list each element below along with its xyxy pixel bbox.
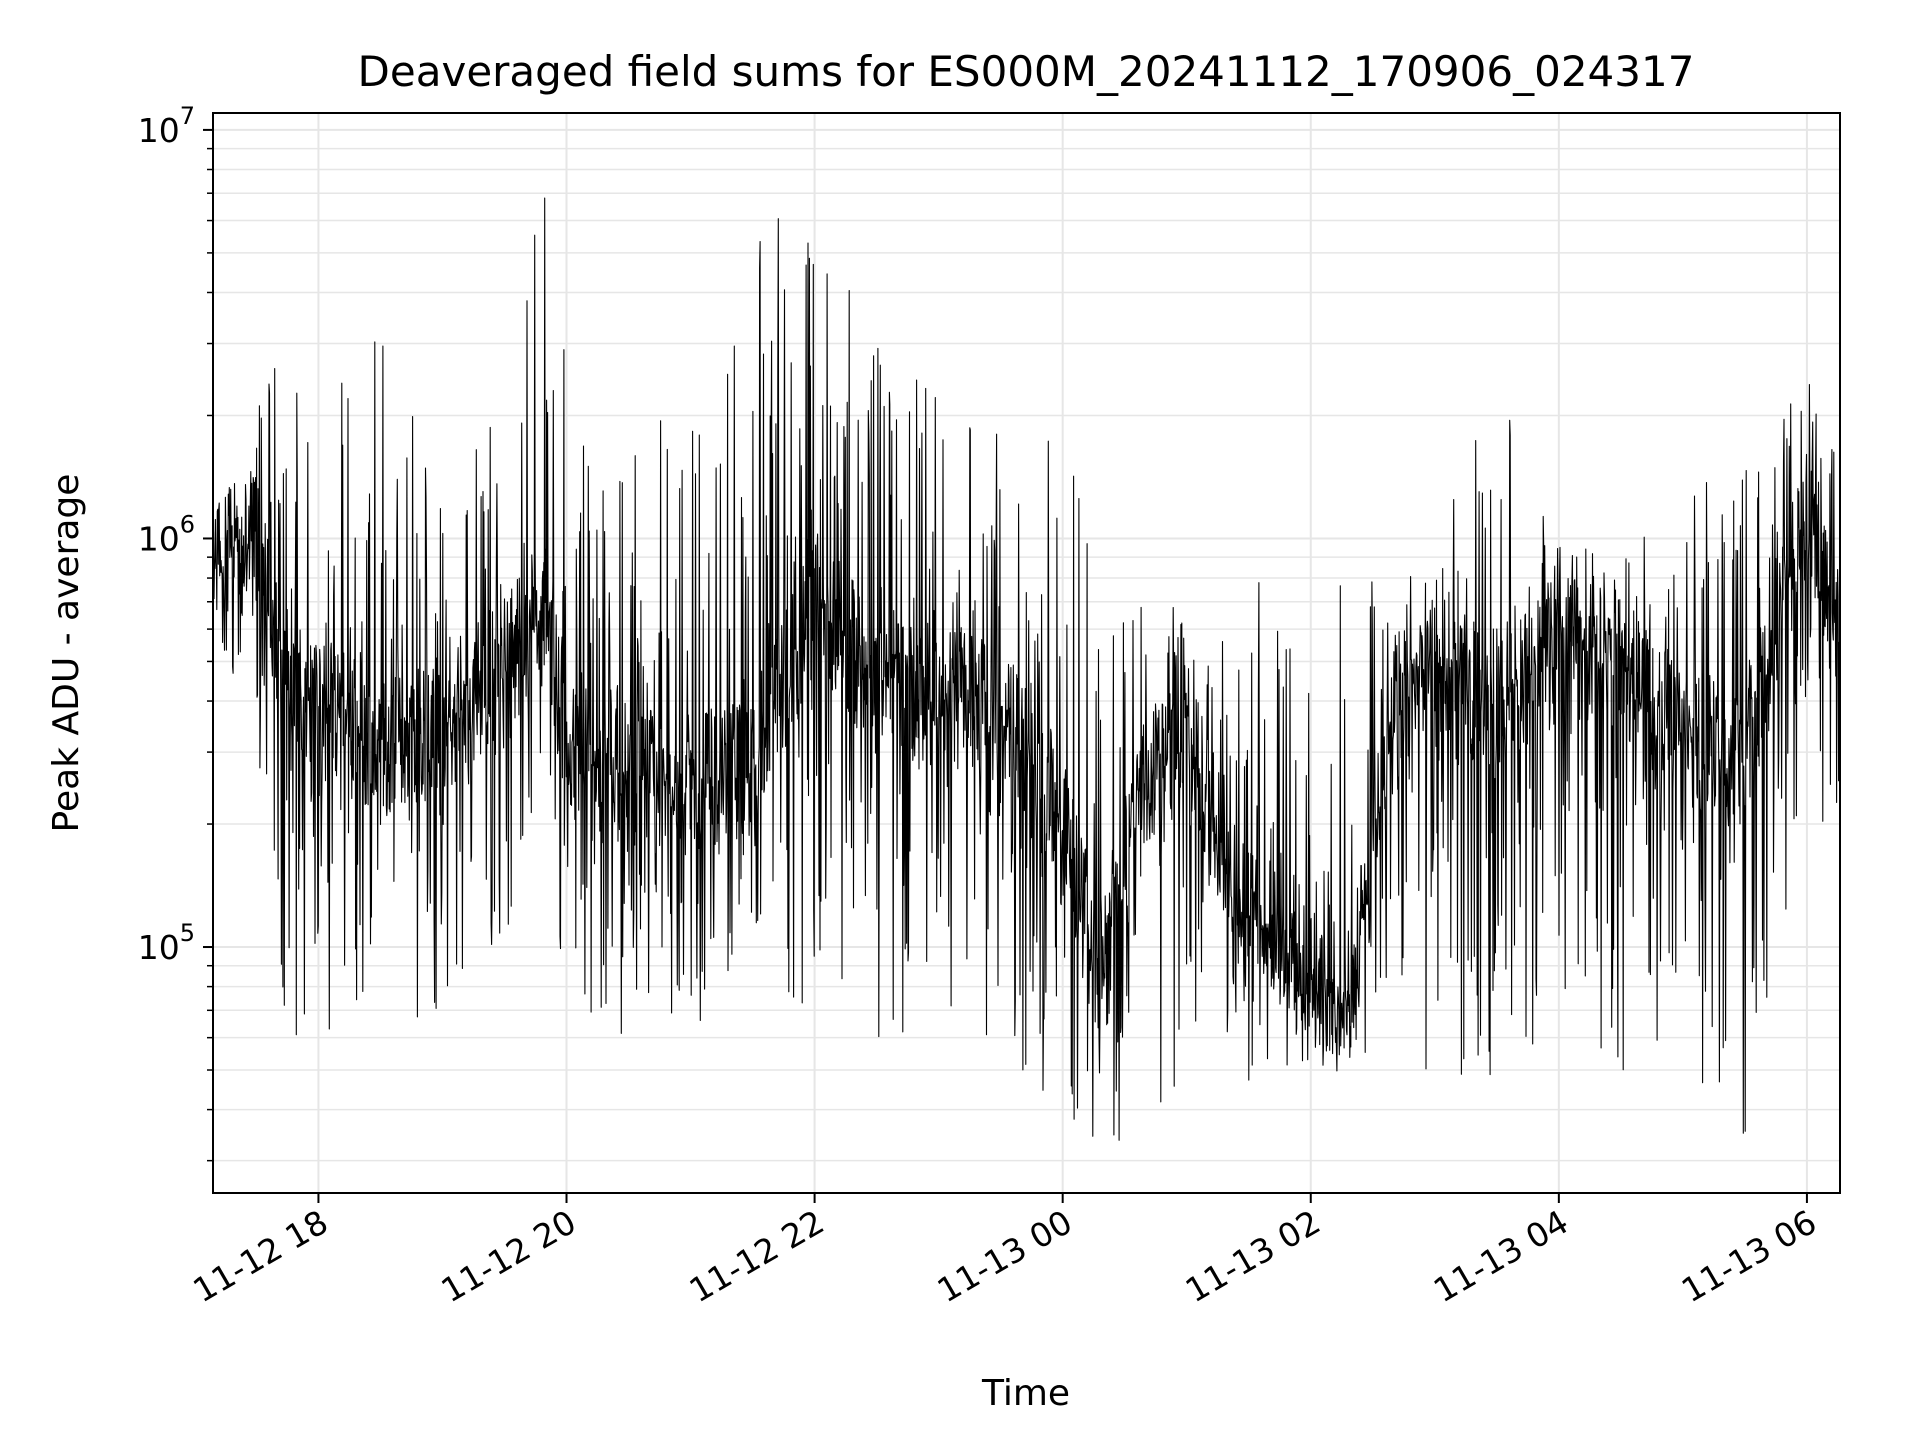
y-tick-label: 106 [138, 510, 195, 558]
y-tick-label: 107 [138, 102, 195, 150]
y-axis: 105 106 107 [138, 102, 213, 1162]
plot-frame [212, 112, 1841, 1194]
y-axis-label: Peak ADU - average [46, 474, 87, 833]
series-line [212, 197, 1841, 1141]
chart-title: Deaveraged field sums for ES000M_2024111… [358, 47, 1695, 96]
y-tick-label: 105 [138, 919, 195, 967]
x-axis-label: Time [981, 1373, 1070, 1414]
series-layer [212, 197, 1841, 1141]
